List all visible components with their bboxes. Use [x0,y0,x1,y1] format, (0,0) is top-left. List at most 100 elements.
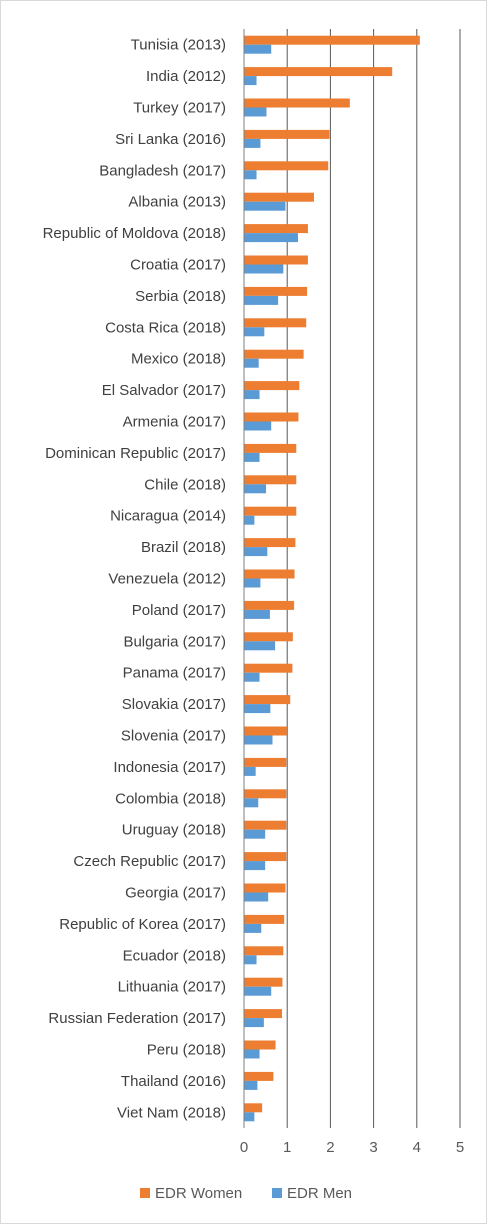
bar-women-22 [244,726,287,736]
bar-men-26 [244,861,266,871]
bar-women-29 [244,946,284,956]
bar-men-12 [244,421,272,431]
category-label: Panama (2017) [123,665,226,682]
x-tick-label: 0 [240,1139,248,1156]
bar-women-34 [244,1103,263,1113]
x-tick-label: 2 [326,1139,334,1156]
bar-women-11 [244,381,300,391]
bar-women-20 [244,663,293,673]
category-label: Uruguay (2018) [122,822,226,839]
bar-men-3 [244,138,261,148]
category-label: Chile (2018) [144,476,226,493]
category-labels: Tunisia (2013) India (2012) Turkey (2017) S… [43,37,226,1122]
category-label: Viet Nam (2018) [117,1104,226,1121]
category-label: Albania (2013) [128,194,226,211]
bar-women-32 [244,1040,276,1050]
gridlines [286,29,461,1128]
category-label: El Salvador (2017) [102,382,226,399]
category-label: Colombia (2018) [115,790,226,807]
x-tick-label: 1 [283,1139,291,1156]
bar-men-28 [244,923,262,933]
bar-men-34 [244,1112,255,1122]
bar-men-21 [244,704,271,714]
bar-women-33 [244,1071,274,1081]
bar-women-2 [244,98,350,108]
category-label: Bulgaria (2017) [123,633,226,650]
bar-men-5 [244,201,286,211]
bar-women-18 [244,600,295,610]
category-label: Croatia (2017) [130,257,226,274]
category-label: Russian Federation (2017) [48,1010,226,1027]
bar-women-12 [244,412,299,422]
bar-women-27 [244,883,286,893]
bar-women-15 [244,506,297,516]
bar-women-0 [244,35,420,45]
bar-men-27 [244,892,269,902]
x-tick-label: 4 [413,1139,421,1156]
bar-women-30 [244,977,283,987]
bar-men-20 [244,672,260,682]
legend-label-0: EDR Women [155,1185,242,1202]
bar-men-15 [244,515,255,525]
category-label: Brazil (2018) [141,539,226,556]
category-label: Dominican Republic (2017) [45,445,226,462]
bar-men-16 [244,547,268,557]
category-label: Slovakia (2017) [122,696,226,713]
bar-women-5 [244,192,314,202]
bar-women-14 [244,475,297,485]
category-label: Costa Rica (2018) [105,319,226,336]
bar-men-10 [244,358,259,368]
bar-men-33 [244,1080,258,1090]
bar-women-28 [244,914,285,924]
bar-men-32 [244,1049,260,1059]
legend-swatch-1 [272,1188,282,1198]
bar-men-14 [244,484,267,494]
bar-women-1 [244,67,393,77]
category-label: Mexico (2018) [131,351,226,368]
bar-women-9 [244,318,307,328]
bar-men-17 [244,578,261,588]
bar-women-3 [244,129,330,139]
bar-men-11 [244,390,260,400]
category-label: Tunisia (2013) [131,37,226,54]
category-label: Poland (2017) [132,602,226,619]
bar-men-13 [244,452,260,462]
bar-men-18 [244,609,270,619]
bar-women-23 [244,757,287,767]
bar-men-2 [244,107,267,117]
bar-women-17 [244,569,295,579]
category-label: Indonesia (2017) [113,759,226,776]
bar-men-1 [244,76,257,86]
category-label: Georgia (2017) [125,885,226,902]
category-label: Peru (2018) [147,1042,226,1059]
legend: EDR Women EDR Men [140,1185,352,1202]
bar-women-24 [244,789,287,799]
bar-men-29 [244,955,257,965]
x-tick-label: 5 [456,1139,464,1156]
bar-men-0 [244,44,272,54]
x-tick-label: 3 [369,1139,377,1156]
category-label: Sri Lanka (2016) [115,131,226,148]
bar-women-25 [244,820,287,830]
category-label: Bangladesh (2017) [99,162,226,179]
category-label: Republic of Moldova (2018) [43,225,226,242]
category-label: Slovenia (2017) [121,728,226,745]
bar-women-13 [244,443,297,453]
bar-women-31 [244,1009,283,1019]
category-label: India (2012) [146,68,226,85]
category-label: Lithuania (2017) [118,979,226,996]
bar-women-16 [244,538,296,548]
bar-men-30 [244,986,272,996]
bar-men-22 [244,735,273,745]
bar-women-8 [244,286,308,296]
bar-women-4 [244,161,329,171]
bar-men-8 [244,295,279,305]
category-label: Turkey (2017) [133,100,226,117]
category-label: Thailand (2016) [121,1073,226,1090]
legend-swatch-0 [140,1188,150,1198]
bar-men-7 [244,264,284,274]
legend-label-1: EDR Men [287,1185,352,1202]
bar-women-10 [244,349,304,359]
